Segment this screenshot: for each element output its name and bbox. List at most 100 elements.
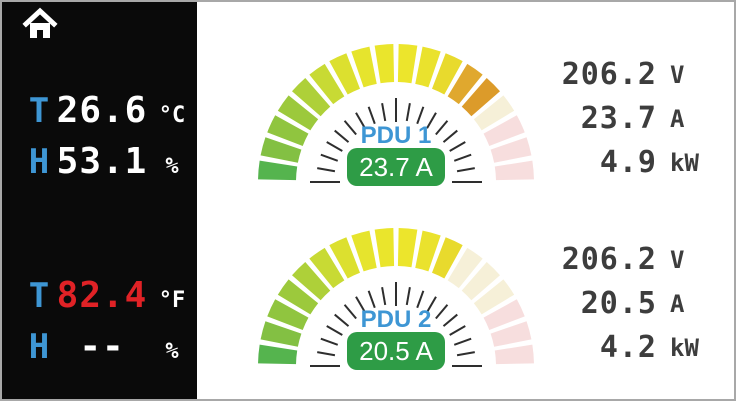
humidity-row-bottom: H -- % [2,326,197,367]
pdu1-current-unit: A [670,105,685,133]
gauge-segment [431,237,463,279]
home-button[interactable] [22,7,58,43]
pdu2-label: PDU 2 [360,306,432,333]
temp-label: T [28,91,50,131]
gauge-tick [326,325,343,336]
pdu1-voltage-unit: V [670,61,685,89]
gauge-segment [374,44,395,84]
temp-label-f: T [28,276,50,316]
gauge-tick [317,351,336,357]
humidity-row-top: H 53.1 % [2,141,197,182]
gauge-segment [258,344,298,365]
pdu1-current-value: 23.7 [580,101,657,136]
pdu2-current-badge[interactable]: 20.5 A [347,332,445,370]
gauge-segment [473,279,515,315]
pdu2-voltage-value: 206.2 [561,242,657,277]
pdu1-current-badge[interactable]: 23.7 A [347,148,445,186]
celsius-temp-unit: °C [158,103,186,128]
celsius-temp-row: T 26.6 °C [2,90,197,131]
gauge-segment [309,247,345,289]
gauge-tick [435,120,449,136]
gauge-tick [449,141,466,152]
gauge-tick [442,313,458,327]
gauge-segment [260,137,302,163]
gauge-segment [397,228,418,268]
gauge-segment [267,115,309,147]
gauge-segment [415,230,441,272]
gauge-tick [416,290,425,309]
gauge-tick [355,296,366,313]
gauge-tick [435,304,449,320]
gauge-segment [483,299,525,331]
gauge-tick [426,112,437,129]
gauge-segment [490,137,532,163]
pdu1-power-unit: kW [670,149,699,177]
gauge-tick [381,287,387,306]
gauge-tick [343,120,357,136]
gauge-tick [367,106,376,125]
gauge-tick [317,167,336,173]
gauge-tick [320,337,339,346]
gauge-segment [329,237,361,279]
gauge-segment [415,46,441,88]
pdu2-power-unit: kW [670,334,699,362]
gauge-segment [258,160,298,181]
gauge-tick [367,290,376,309]
gauge-segment [309,63,345,105]
pdu2-voltage-unit: V [670,246,685,274]
gauge-segment [292,262,331,301]
gauge-segment [351,230,377,272]
humidity-unit-bottom: % [165,339,179,364]
humidity-unit-top: % [165,154,179,179]
gauge-tick [326,141,343,152]
pdu2-gauge-arc[interactable] [256,220,536,372]
gauge-segment [351,46,377,88]
gauge-segment [447,247,483,289]
gauge-segment [292,78,331,117]
celsius-temp-value: 26.6 [56,90,148,131]
gauge-tick [426,296,437,313]
pdu1-power-value: 4.9 [599,145,657,180]
gauge-tick [334,313,350,327]
gauge-segment [494,344,534,365]
gauge-tick [405,287,411,306]
gauge-tick [320,153,339,162]
gauge-tick [355,112,366,129]
gauge-tick [442,129,458,143]
gauge-segment [490,321,532,347]
humidity-label-bottom: H [28,327,50,367]
pdu1-gauge-arc[interactable] [256,36,536,188]
gauge-segment [494,160,534,181]
gauge-tick [381,103,387,122]
gauge-segment [329,53,361,95]
pdu2-current-unit: A [670,290,685,318]
gauge-segment [473,95,515,131]
pdu1-voltage-value: 206.2 [561,57,657,92]
gauge-segment [277,95,319,131]
gauge-tick [416,106,425,125]
gauge-segment [277,279,319,315]
humidity-value-top: 53.1 [56,141,148,182]
gauge-segment [267,299,309,331]
gauge-segment [260,321,302,347]
gauge-tick [449,325,466,336]
gauge-tick [405,103,411,122]
sensor-panel: T 26.6 °C H 53.1 % T 82.4 °F H -- % [2,2,197,399]
pdu2-power-value: 4.2 [599,330,657,365]
gauge-tick [456,167,475,173]
gauge-segment [397,44,418,84]
home-icon [22,7,58,38]
gauge-tick [453,337,472,346]
gauge-tick [334,129,350,143]
gauge-segment [483,115,525,147]
gauge-segment [374,228,395,268]
gauge-tick [456,351,475,357]
gauge-segment [461,262,500,301]
gauge-segment [447,63,483,105]
fahrenheit-temp-row: T 82.4 °F [2,276,197,316]
pdu1-label: PDU 1 [360,122,432,149]
gauge-tick [343,304,357,320]
fahrenheit-temp-unit: °F [158,288,186,313]
humidity-value-bottom: -- [79,326,125,367]
pdu2-current-value: 20.5 [580,286,657,321]
